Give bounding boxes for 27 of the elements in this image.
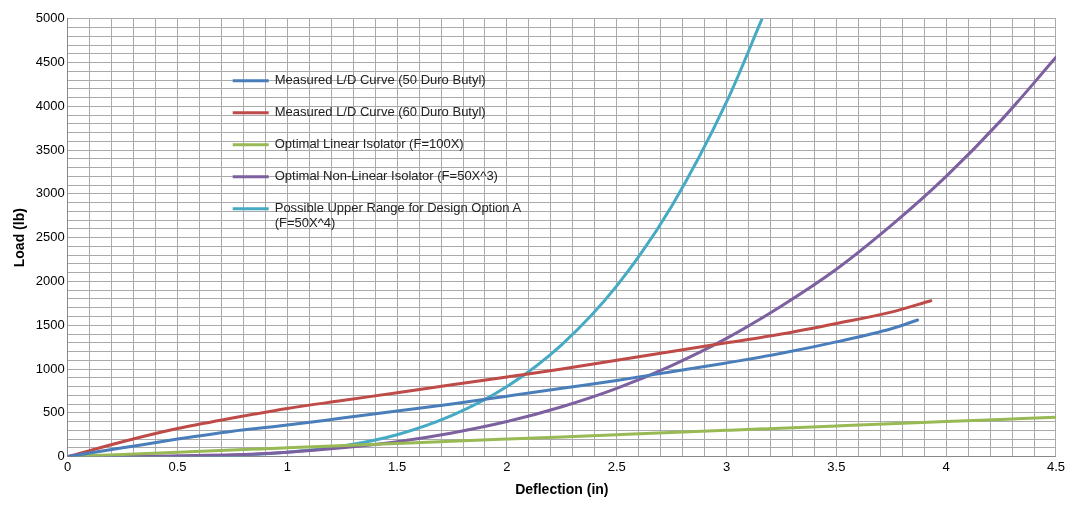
y-tick-label: 4500 — [35, 54, 65, 70]
y-axis-title: Load (lb) — [11, 208, 28, 268]
y-tick-label: 1500 — [35, 316, 65, 332]
y-tick-label: 3000 — [35, 185, 65, 201]
y-tick-label: 2000 — [35, 273, 65, 289]
x-tick-label: 1.5 — [388, 458, 407, 474]
x-tick-label: 2.5 — [607, 458, 626, 474]
y-tick-label: 3500 — [35, 141, 65, 157]
x-tick-label: 1 — [283, 458, 291, 474]
y-tick-label: 0 — [57, 448, 65, 464]
x-tick-label: 4 — [942, 458, 950, 474]
legend-label: Possible Upper Range for Design Option A (F=50X^4) — [274, 200, 522, 231]
legend-label: Optimal Non-Linear Isolator (F=50X^3) — [274, 168, 498, 184]
y-tick-label: 5000 — [35, 10, 65, 26]
legend-label: Optimal Linear Isolator (F=100X) — [274, 136, 464, 152]
y-tick-label: 500 — [43, 404, 65, 420]
legend-label: Measured L/D Curve (50 Duro Butyl) — [274, 72, 486, 88]
x-axis-title: Deflection (in) — [515, 481, 609, 498]
x-tick-label: 2 — [503, 458, 511, 474]
y-tick-label: 1000 — [35, 360, 65, 376]
x-tick-label: 3.5 — [827, 458, 846, 474]
x-tick-label: 4.5 — [1046, 458, 1065, 474]
y-tick-label: 4000 — [35, 97, 65, 113]
x-tick-label: 3 — [722, 458, 731, 474]
y-tick-label: 2500 — [35, 229, 65, 245]
x-tick-label: 0.5 — [168, 458, 187, 474]
legend-label: Measured L/D Curve (60 Duro Butyl) — [274, 104, 486, 120]
